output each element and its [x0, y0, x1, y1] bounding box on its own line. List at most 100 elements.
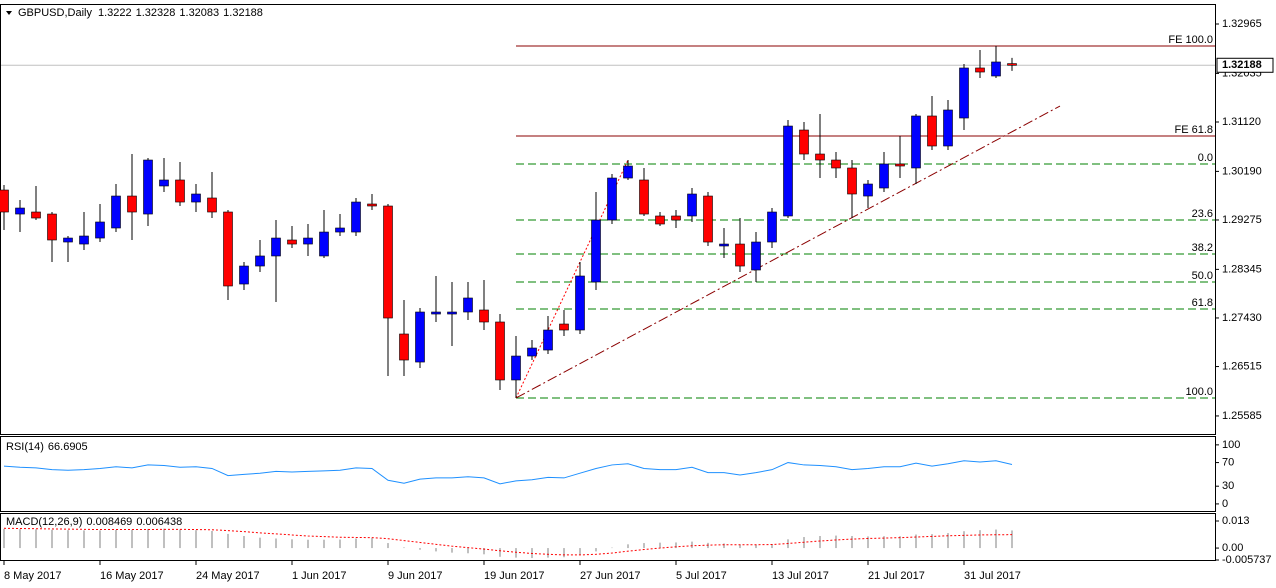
macd-bar: [675, 542, 677, 549]
y-tick-label: 70: [1222, 456, 1234, 468]
macd-bar: [19, 529, 21, 549]
macd-bar: [627, 544, 629, 549]
candle-body: [95, 221, 105, 239]
macd-bar: [291, 539, 293, 549]
candle-body: [447, 311, 457, 315]
candle-body: [207, 197, 217, 213]
current-price-box: [1216, 57, 1274, 73]
macd-title: MACD(12,26,9): [6, 516, 82, 528]
candle-body: [527, 347, 537, 357]
macd-bar: [771, 544, 773, 549]
candle-body: [191, 193, 201, 203]
candle-body: [175, 179, 185, 203]
last-close: 1.32188: [223, 7, 263, 19]
macd-bar: [755, 544, 757, 549]
candle-body: [463, 297, 473, 313]
macd-bar: [147, 528, 149, 549]
macd-bar: [339, 539, 341, 549]
candle-body: [575, 275, 585, 331]
candle-body: [799, 129, 809, 155]
candle-body: [415, 311, 425, 363]
candle-body: [223, 211, 233, 287]
rsi-header: RSI(14) 66.6905: [6, 441, 88, 453]
candle-body: [607, 177, 617, 221]
candle-body: [127, 195, 137, 213]
candle-body: [79, 235, 89, 245]
rsi-title: RSI(14): [6, 441, 44, 453]
x-tick-label: 5 Jul 2017: [676, 570, 727, 582]
candle-body: [239, 265, 249, 285]
candle-body: [847, 167, 857, 195]
macd-bar: [243, 535, 245, 549]
x-tick-label: 8 May 2017: [4, 570, 61, 582]
candle-body: [255, 255, 265, 267]
fibo-label: 38.2: [1192, 242, 1213, 254]
y-tick-label: -0.005737: [1222, 554, 1272, 566]
macd-bar: [3, 528, 5, 549]
x-tick-label: 31 Jul 2017: [964, 570, 1021, 582]
macd-bar: [275, 538, 277, 549]
candle-body: [431, 311, 441, 315]
symbol-title: GBPUSD,Daily: [18, 7, 92, 19]
macd-bar: [435, 548, 437, 552]
macd-bar: [963, 531, 965, 549]
macd-bar: [323, 539, 325, 549]
y-tick-label: 1.26515: [1222, 360, 1262, 372]
macd-bar: [99, 530, 101, 549]
y-tick-label: 0: [1222, 498, 1228, 510]
macd-bar: [115, 529, 117, 549]
candle-body: [47, 213, 57, 241]
menu-triangle[interactable]: [6, 11, 12, 15]
macd-bar: [227, 533, 229, 549]
macd-panel: [0, 513, 1216, 561]
macd-bar: [355, 538, 357, 549]
last-open: 1.3222: [98, 7, 132, 19]
macd-bar: [211, 530, 213, 549]
macd-bar: [259, 537, 261, 549]
macd-bar: [547, 548, 549, 558]
candle-body: [671, 215, 681, 221]
last-high: 1.32328: [136, 7, 176, 19]
macd-bar: [67, 530, 69, 549]
rsi-line: [3, 460, 1013, 485]
y-tick-label: 1.32965: [1222, 18, 1262, 30]
macd-bar: [995, 529, 997, 549]
x-tick-label: 16 May 2017: [100, 570, 164, 582]
macd-bar: [387, 543, 389, 549]
fibo-label: 61.8: [1192, 297, 1213, 309]
candle-body: [495, 321, 505, 381]
price-header: GBPUSD,Daily 1.3222 1.32328 1.32083 1.32188: [18, 7, 263, 19]
macd-bar: [915, 534, 917, 549]
x-tick-label: 9 Jun 2017: [388, 570, 442, 582]
y-tick-label: 0.013: [1222, 515, 1250, 527]
fibo-label: 100.0: [1185, 386, 1213, 398]
macd-bar: [403, 547, 405, 549]
macd-bar: [467, 548, 469, 554]
y-tick-label: 30: [1222, 480, 1234, 492]
candle-body: [655, 215, 665, 225]
candle-body: [543, 329, 553, 351]
macd-bar: [499, 548, 501, 557]
candle-body: [815, 153, 825, 161]
candle-body: [975, 67, 985, 73]
candle-body: [623, 165, 633, 179]
candle-body: [943, 109, 953, 147]
y-tick-label: 0.00: [1222, 542, 1243, 554]
macd-bar: [643, 543, 645, 549]
candle-body: [687, 193, 697, 217]
candle-body: [1007, 63, 1017, 66]
macd-bar: [867, 536, 869, 549]
macd-bar: [371, 538, 373, 549]
x-tick-label: 1 Jun 2017: [292, 570, 346, 582]
macd-bar: [83, 530, 85, 549]
signal-last: 0.006438: [136, 516, 182, 528]
candle-body: [831, 159, 841, 169]
macd-bar: [419, 548, 421, 550]
candle-body: [287, 239, 297, 245]
candle-body: [143, 159, 153, 215]
macd-bar: [819, 535, 821, 549]
last-low: 1.32083: [179, 7, 219, 19]
candle-body: [383, 205, 393, 319]
